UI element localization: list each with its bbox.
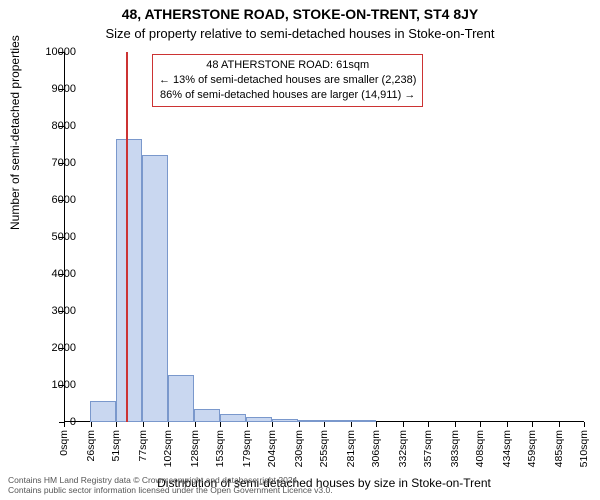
histogram-bar [298,420,324,422]
x-tick-label: 255sqm [318,430,330,467]
histogram-bar [350,420,376,422]
y-tick-label: 5000 [34,231,76,243]
x-tick-label: 383sqm [449,430,461,467]
y-tick-label: 9000 [34,83,76,95]
x-tick-label: 204sqm [266,430,278,467]
x-tick-label: 153sqm [214,430,226,467]
x-tick-label: 179sqm [241,430,253,467]
x-tick-label: 230sqm [293,430,305,467]
x-tick-label: 357sqm [422,430,434,467]
x-tick [168,422,169,427]
x-tick-label: 51sqm [110,430,122,462]
histogram-bar [168,375,194,422]
x-tick-label: 281sqm [345,430,357,467]
chart-area: 0sqm26sqm51sqm77sqm102sqm128sqm153sqm179… [64,52,584,422]
y-tick-label: 6000 [34,194,76,206]
annotation-line-3: 86% of semi-detached houses are larger (… [159,88,416,103]
x-tick [272,422,273,427]
y-tick-label: 1000 [34,379,76,391]
x-tick [376,422,377,427]
x-tick [559,422,560,427]
y-tick-label: 3000 [34,305,76,317]
x-tick-label: 0sqm [58,430,70,456]
y-tick-label: 10000 [34,46,76,58]
x-tick-label: 485sqm [553,430,565,467]
annotation-line-2: ← 13% of semi-detached houses are smalle… [159,73,416,88]
x-tick-label: 102sqm [162,430,174,467]
footer-attribution: Contains HM Land Registry data © Crown c… [8,475,333,496]
x-tick [507,422,508,427]
property-marker-line [126,52,128,422]
x-tick [455,422,456,427]
footer-line-1: Contains HM Land Registry data © Crown c… [8,475,333,486]
x-tick [247,422,248,427]
x-tick [91,422,92,427]
y-tick-label: 7000 [34,157,76,169]
x-tick [403,422,404,427]
y-tick-label: 0 [34,416,76,428]
histogram-bar [90,401,116,422]
histogram-bar [272,419,298,422]
title-main: 48, ATHERSTONE ROAD, STOKE-ON-TRENT, ST4… [0,0,600,22]
x-tick-label: 408sqm [474,430,486,467]
x-tick-label: 26sqm [85,430,97,462]
y-tick-label: 8000 [34,120,76,132]
title-sub: Size of property relative to semi-detach… [0,22,600,47]
x-tick-label: 510sqm [578,430,590,467]
x-tick [299,422,300,427]
x-tick-label: 459sqm [526,430,538,467]
x-tick [351,422,352,427]
y-tick-label: 4000 [34,268,76,280]
x-tick [480,422,481,427]
x-tick [428,422,429,427]
y-tick-label: 2000 [34,342,76,354]
x-tick-label: 128sqm [189,430,201,467]
histogram-bar [246,417,272,422]
histogram-bar [142,155,168,423]
x-tick [143,422,144,427]
x-tick [584,422,585,427]
annotation-line-1: 48 ATHERSTONE ROAD: 61sqm [159,58,416,73]
x-tick [532,422,533,427]
x-tick [220,422,221,427]
x-tick [195,422,196,427]
x-tick-label: 306sqm [370,430,382,467]
footer-line-2: Contains public sector information licen… [8,485,333,496]
x-tick-label: 332sqm [397,430,409,467]
x-tick [116,422,117,427]
x-tick-label: 434sqm [501,430,513,467]
plot-area: 0sqm26sqm51sqm77sqm102sqm128sqm153sqm179… [64,52,584,422]
x-tick-label: 77sqm [137,430,149,462]
histogram-bar [220,414,246,422]
histogram-bar [194,409,220,422]
x-tick [324,422,325,427]
annotation-box: 48 ATHERSTONE ROAD: 61sqm← 13% of semi-d… [152,54,423,107]
y-axis-label: Number of semi-detached properties [8,35,22,230]
histogram-bar [324,420,350,422]
histogram-bar [116,139,142,422]
